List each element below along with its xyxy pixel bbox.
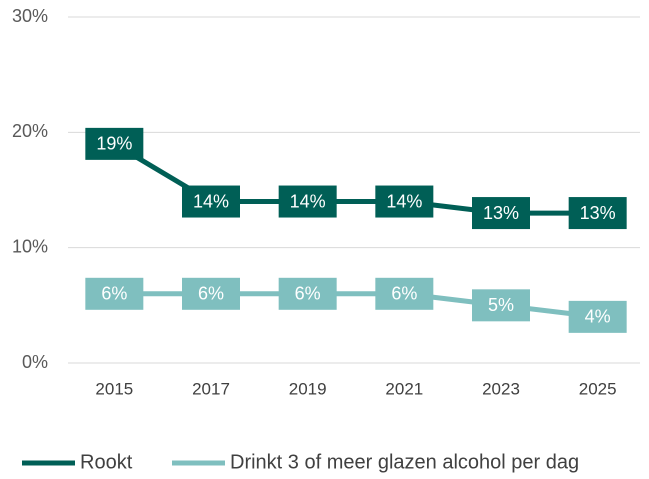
data-label-box — [472, 289, 530, 322]
data-label: 19% — [96, 134, 132, 154]
data-label: 6% — [198, 284, 224, 304]
data-label-box — [472, 197, 530, 230]
y-tick-label: 30% — [12, 6, 48, 26]
y-tick-label: 20% — [12, 121, 48, 141]
legend-label: Rookt — [80, 451, 133, 473]
data-label-box — [375, 185, 434, 218]
data-label: 13% — [483, 203, 519, 223]
data-label: 13% — [580, 203, 616, 223]
x-tick-label: 2019 — [289, 379, 327, 398]
y-tick-label: 10% — [12, 236, 48, 256]
x-tick-label: 2023 — [482, 379, 520, 398]
x-tick-label: 2021 — [385, 379, 423, 398]
x-tick-label: 2015 — [95, 379, 133, 398]
legend-label: Drinkt 3 of meer glazen alcohol per dag — [230, 451, 579, 473]
data-label-box — [85, 277, 144, 310]
data-label-box — [182, 185, 240, 218]
data-label: 6% — [101, 284, 127, 304]
data-label: 6% — [391, 284, 417, 304]
data-label-box — [278, 277, 337, 310]
data-label: 5% — [488, 295, 514, 315]
x-tick-label: 2017 — [192, 379, 230, 398]
data-label-box — [85, 127, 144, 160]
y-tick-label: 0% — [22, 352, 48, 372]
data-label: 6% — [295, 284, 321, 304]
data-label-box — [375, 277, 434, 310]
data-label-box — [568, 197, 627, 230]
data-label: 14% — [193, 191, 229, 211]
data-label: 14% — [290, 191, 326, 211]
data-label: 4% — [585, 307, 611, 327]
data-label-box — [568, 300, 627, 333]
x-tick-label: 2025 — [579, 379, 617, 398]
data-label-box — [278, 185, 337, 218]
data-label-box — [182, 277, 240, 310]
data-label: 14% — [386, 191, 422, 211]
